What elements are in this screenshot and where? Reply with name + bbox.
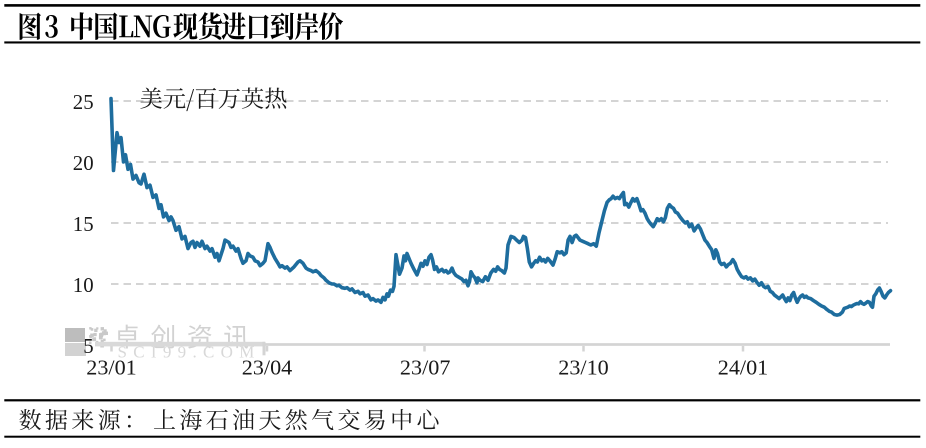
svg-text:23/07: 23/07 [400,357,451,380]
svg-text:23/01: 23/01 [86,357,137,380]
svg-text:24/01: 24/01 [718,357,769,380]
svg-text:23/10: 23/10 [558,357,609,380]
svg-text:15: 15 [73,213,94,236]
svg-text:23/04: 23/04 [242,357,293,380]
svg-text:SCI99.COM: SCI99.COM [118,343,261,362]
svg-text:20: 20 [73,152,94,175]
svg-text:25: 25 [73,91,94,114]
svg-text:10: 10 [73,274,94,297]
svg-text:5: 5 [83,335,93,358]
